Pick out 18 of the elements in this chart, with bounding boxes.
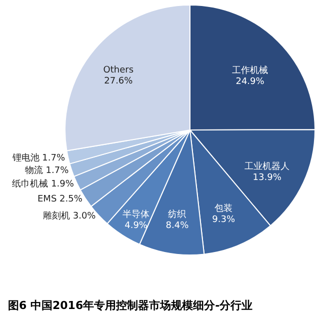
slice-label: Others [103,65,134,76]
data-label: 24.9% [236,76,265,87]
data-label: 27.6% [104,76,134,86]
data-label: 4.9% [124,221,148,232]
slice-label: 物流 1.7% [24,165,70,176]
data-label: 13.9% [252,172,282,183]
slice-label: 包装 [214,203,233,214]
slice-label: EMS 2.5% [38,194,83,204]
slice-label: 工作机械 [232,64,268,76]
data-label: 8.4% [166,221,190,232]
data-label: 9.3% [212,215,236,226]
slice-label: 纸巾机械 1.9% [12,178,74,190]
slice-label: 半导体 [122,209,150,220]
text: 图6 中国2016年专用控制器市场规模细分-分行业 [8,299,253,312]
slice-label: 工业机器人 [244,160,290,172]
slice-label: 纺织 [168,209,186,220]
slice-label: 雕刻机 3.0% [43,210,96,222]
slice-label: 锂电池 1.7% [11,152,66,164]
